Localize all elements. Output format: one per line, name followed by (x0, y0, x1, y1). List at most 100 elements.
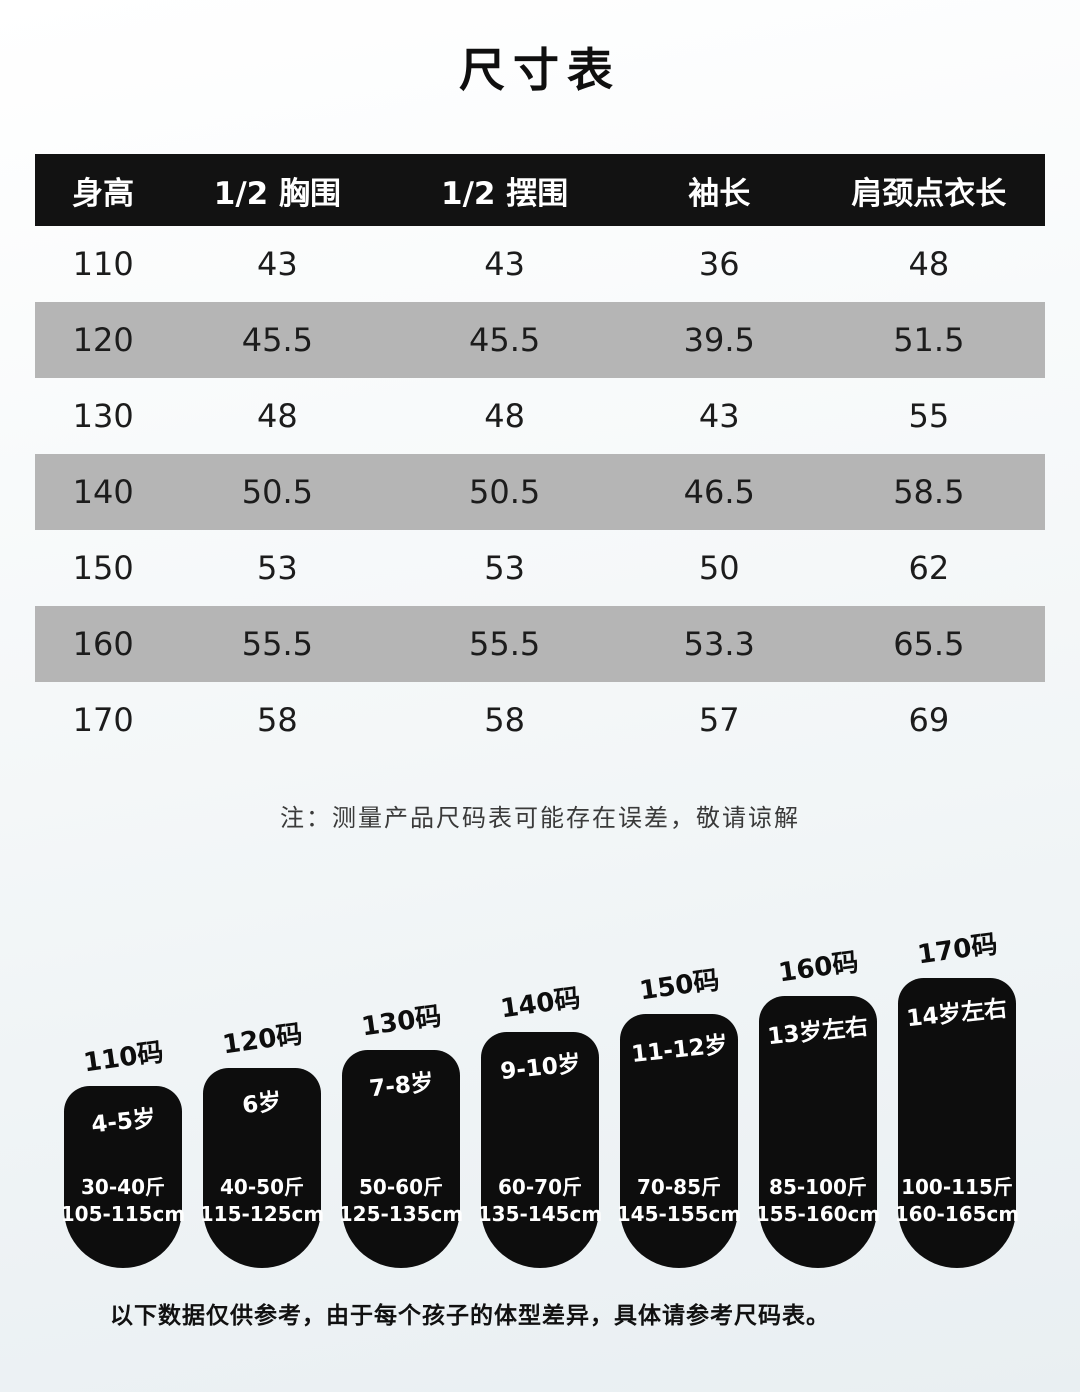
table-header-cell: 袖长 (688, 175, 751, 212)
size-guide-item: 140码 9-10岁 60-70斤 135-145cm (478, 983, 602, 1268)
size-label: 110码 (81, 1037, 166, 1079)
table-cell: 55 (908, 397, 950, 435)
table-cell: 58 (257, 701, 298, 739)
age-label: 11-12岁 (629, 1032, 729, 1068)
weight-range: 50-60斤 (359, 1175, 443, 1199)
table-header-cell: 1/2 胸围 (213, 175, 342, 212)
height-range: 135-145cm (477, 1202, 603, 1226)
table-cell: 58.5 (893, 473, 965, 511)
age-label: 14岁左右 (905, 995, 1009, 1033)
capsule-bottom-text: 30-40斤 105-115cm (61, 1174, 186, 1228)
table-cell: 43 (698, 397, 740, 435)
weight-range: 60-70斤 (498, 1175, 582, 1199)
table-cell: 48 (484, 397, 525, 435)
table-cell: 120 (72, 321, 134, 359)
table-row: 150 53 53 50 62 (35, 530, 1045, 606)
capsule-bottom-text: 85-100斤 155-160cm (756, 1174, 881, 1228)
capsule-bottom-text: 50-60斤 125-135cm (339, 1174, 464, 1228)
table-cell: 50 (698, 549, 740, 587)
capsule-shape: 7-8岁 50-60斤 125-135cm (339, 1050, 463, 1268)
table-cell: 140 (72, 473, 134, 511)
size-label: 130码 (359, 1001, 444, 1043)
height-range: 145-155cm (616, 1202, 742, 1226)
table-note: 注：测量产品尺码表可能存在误差，敬请谅解 (280, 804, 800, 832)
table-row: 140 50.5 50.5 46.5 58.5 (35, 454, 1045, 530)
table-cell: 53 (257, 549, 298, 587)
table-cell: 58 (484, 701, 525, 739)
table-cell: 62 (908, 549, 950, 587)
table-row: 120 45.5 45.5 39.5 51.5 (35, 302, 1045, 378)
height-range: 155-160cm (755, 1202, 881, 1226)
weight-range: 40-50斤 (220, 1175, 304, 1199)
table-cell: 130 (72, 397, 134, 435)
capsule-bottom-text: 70-85斤 145-155cm (617, 1174, 742, 1228)
table-header-cell: 1/2 摆围 (441, 175, 569, 212)
weight-range: 85-100斤 (769, 1175, 867, 1199)
table-cell: 48 (257, 397, 298, 435)
table-cell: 50.5 (241, 473, 314, 511)
capsule-shape: 4-5岁 30-40斤 105-115cm (61, 1086, 185, 1268)
table-cell: 53.3 (683, 625, 755, 663)
table-header-cell: 肩颈点衣长 (851, 175, 1007, 212)
table-cell: 46.5 (683, 473, 755, 511)
table-cell: 45.5 (469, 321, 541, 359)
capsule-shape: 14岁左右 100-115斤 160-165cm (895, 978, 1019, 1268)
table-cell: 57 (698, 701, 740, 739)
size-label: 120码 (220, 1019, 305, 1061)
size-table: 身高 1/2 胸围 1/2 摆围 袖长 肩颈点衣长 110 43 43 36 48 120 45.5… (35, 154, 1045, 758)
table-row: 110 43 43 36 48 (35, 226, 1045, 302)
capsule-shape: 11-12岁 70-85斤 145-155cm (617, 1014, 741, 1268)
capsule-shape: 13岁左右 85-100斤 155-160cm (756, 996, 880, 1268)
age-label: 7-8岁 (367, 1069, 435, 1103)
size-label: 160码 (776, 947, 861, 989)
table-cell: 50.5 (469, 473, 541, 511)
page-title: 尺寸表 (459, 43, 621, 97)
table-cell: 36 (698, 245, 740, 283)
table-cell: 43 (484, 245, 525, 283)
age-label: 9-10岁 (498, 1050, 582, 1086)
capsule-shape: 6岁 40-50斤 115-125cm (200, 1068, 324, 1268)
table-cell: 45.5 (241, 321, 314, 359)
table-cell: 51.5 (893, 321, 965, 359)
table-cell: 39.5 (683, 321, 755, 359)
table-cell: 55.5 (469, 625, 541, 663)
table-header: 身高 1/2 胸围 1/2 摆围 袖长 肩颈点衣长 (35, 154, 1045, 226)
size-guide-item: 170码 14岁左右 100-115斤 160-165cm (895, 929, 1019, 1268)
size-guide-item: 130码 7-8岁 50-60斤 125-135cm (339, 1001, 463, 1268)
table-cell: 160 (72, 625, 134, 663)
height-range: 115-125cm (199, 1202, 325, 1226)
size-label: 140码 (498, 983, 583, 1025)
age-label: 6岁 (241, 1089, 284, 1119)
capsule-bottom-text: 40-50斤 115-125cm (200, 1174, 325, 1228)
capsule-bottom-text: 60-70斤 135-145cm (478, 1174, 603, 1228)
size-guide-item: 110码 4-5岁 30-40斤 105-115cm (61, 1037, 185, 1268)
size-guide-item: 160码 13岁左右 85-100斤 155-160cm (756, 947, 880, 1268)
table-cell: 43 (257, 245, 298, 283)
size-guide-footnote: 以下数据仅供参考，由于每个孩子的体型差异，具体请参考尺码表。 (110, 1303, 830, 1329)
age-label: 4-5岁 (89, 1105, 157, 1139)
capsule-bottom-text: 100-115斤 160-165cm (895, 1174, 1020, 1228)
size-guide-capsules: 110码 4-5岁 30-40斤 105-115cm 120码 6岁 40-50… (0, 929, 1080, 1268)
table-cell: 48 (908, 245, 950, 283)
table-row: 170 58 58 57 69 (35, 682, 1045, 758)
weight-range: 100-115斤 (901, 1175, 1013, 1199)
table-row: 130 48 48 43 55 (35, 378, 1045, 454)
height-range: 105-115cm (60, 1202, 186, 1226)
weight-range: 30-40斤 (81, 1175, 165, 1199)
table-cell: 55.5 (241, 625, 314, 663)
size-guide-item: 150码 11-12岁 70-85斤 145-155cm (617, 965, 741, 1268)
table-cell: 53 (484, 549, 525, 587)
age-label: 13岁左右 (766, 1013, 870, 1051)
table-cell: 110 (72, 245, 134, 283)
weight-range: 70-85斤 (637, 1175, 721, 1199)
table-cell: 150 (72, 549, 134, 587)
height-range: 125-135cm (338, 1202, 464, 1226)
table-rows: 110 43 43 36 48 120 45.5 45.5 39.5 51.5 130 48 48 43 5… (35, 226, 1045, 758)
size-label: 170码 (915, 929, 1000, 971)
table-header-cell: 身高 (72, 175, 135, 212)
size-guide-item: 120码 6岁 40-50斤 115-125cm (200, 1019, 324, 1268)
table-cell: 170 (72, 701, 134, 739)
height-range: 160-165cm (894, 1202, 1020, 1226)
table-row: 160 55.5 55.5 53.3 65.5 (35, 606, 1045, 682)
table-cell: 65.5 (893, 625, 965, 663)
